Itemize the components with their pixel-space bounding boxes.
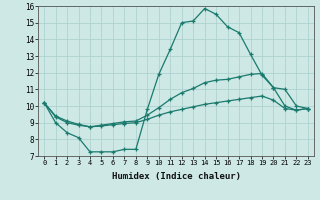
X-axis label: Humidex (Indice chaleur): Humidex (Indice chaleur) — [111, 172, 241, 181]
